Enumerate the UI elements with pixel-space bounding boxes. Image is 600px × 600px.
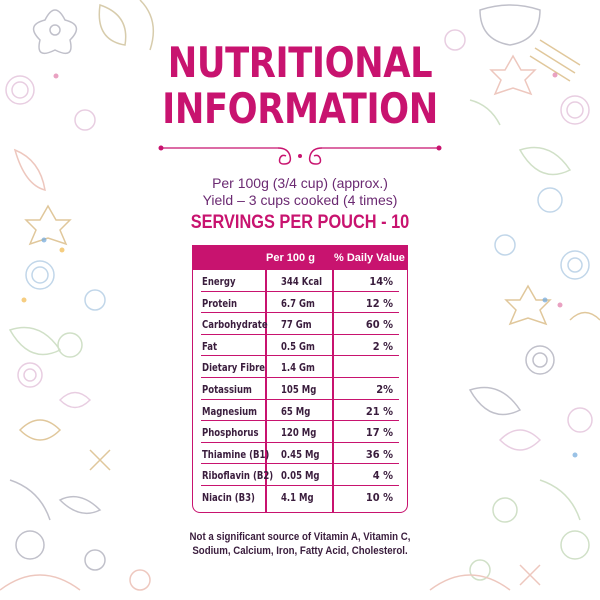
nutrient-name: Thiamine (B1) (202, 447, 270, 461)
nutrient-name: Protein (202, 296, 238, 310)
table-row: Energy 344 Kcal 14% (193, 270, 407, 292)
table-row: Magnesium 65 Mg 21 % (193, 400, 407, 422)
table-row: Dietary Fibre 1.4 Gm (193, 356, 407, 378)
table-row: Niacin (B3) 4.1 Mg 10 % (193, 486, 407, 508)
page-title-line-2: INFORMATION (162, 84, 438, 133)
nutrient-name: Dietary Fibre (202, 361, 266, 375)
per-100g-value: 0.5 Gm (281, 339, 315, 353)
per-100g-value: 344 Kcal (281, 275, 323, 288)
column-header-per-100g: Per 100 g (266, 252, 315, 264)
nutrient-name: Riboflavin (B2) (202, 469, 274, 483)
daily-value: 21 % (365, 404, 393, 418)
daily-value: 36 % (365, 447, 393, 461)
per-100g-value: 77 Gm (281, 318, 312, 332)
nutrient-name: Magnesium (202, 404, 258, 418)
leaf-icon (98, 0, 155, 51)
footnote-line-2: Sodium, Calcium, Iron, Fatty Acid, Chole… (192, 545, 408, 557)
daily-value: 2 % (372, 339, 393, 353)
daily-value: 2% (376, 382, 393, 396)
daily-value: 10 % (365, 490, 393, 504)
daily-value: 12 % (365, 296, 393, 310)
servings-per-pouch: SERVINGS PER POUCH - 10 (190, 212, 410, 233)
nutrient-name: Niacin (B3) (202, 490, 255, 504)
nutrient-name: Fat (202, 339, 218, 353)
per-100g-value: 6.7 Gm (281, 296, 315, 310)
per-100g-value: 0.05 Mg (281, 469, 320, 483)
nutrient-name: Energy (202, 275, 236, 288)
pot-icon (479, 4, 541, 46)
per-100g-value: 1.4 Gm (281, 361, 315, 375)
yield-text: Yield – 3 cups cooked (4 times) (202, 192, 398, 208)
nutrient-name: Potassium (202, 382, 252, 396)
nutrition-table: Per 100 g % Daily Value Energy 344 Kcal 14… (192, 245, 408, 513)
table-row: Thiamine (B1) 0.45 Mg 36 % (193, 443, 407, 465)
table-header: Per 100 g % Daily Value (193, 246, 407, 270)
star-anise-icon (24, 204, 72, 246)
daily-value: 4 % (372, 469, 393, 483)
page-title-line-1: NUTRITIONAL (167, 38, 433, 87)
flower-icon (32, 9, 78, 55)
column-divider (265, 270, 267, 512)
column-header-daily-value: % Daily Value (334, 252, 405, 264)
footnote-line-1: Not a significant source of Vitamin A, V… (189, 531, 411, 543)
ornament-divider (158, 145, 442, 165)
per-100g-value: 0.45 Mg (281, 447, 320, 461)
cinnamon-icon (529, 39, 581, 82)
chili-icon (13, 148, 46, 192)
column-divider (332, 270, 334, 512)
spiral-icon (5, 75, 96, 131)
daily-value: 17 % (365, 426, 393, 440)
per-100g-value: 105 Mg (281, 382, 317, 396)
per-100g-value: 65 Mg (281, 404, 311, 418)
per-100g-value: 120 Mg (281, 426, 317, 440)
table-row: Carbohydrate 77 Gm 60 % (193, 313, 407, 335)
nutrient-name: Phosphorus (202, 426, 259, 440)
table-row: Potassium 105 Mg 2% (193, 378, 407, 400)
daily-value: 60 % (365, 318, 393, 332)
table-row: Riboflavin (B2) 0.05 Mg 4 % (193, 464, 407, 486)
table-row: Protein 6.7 Gm 12 % (193, 292, 407, 314)
table-row: Fat 0.5 Gm 2 % (193, 335, 407, 357)
table-row: Phosphorus 120 Mg 17 % (193, 421, 407, 443)
per-100g-value: 4.1 Mg (281, 490, 314, 504)
daily-value: 14% (369, 275, 393, 288)
serving-size-text: Per 100g (3/4 cup) (approx.) (212, 175, 388, 191)
footnote: Not a significant source of Vitamin A, V… (177, 530, 423, 558)
nutrient-name: Carbohydrate (202, 318, 268, 332)
